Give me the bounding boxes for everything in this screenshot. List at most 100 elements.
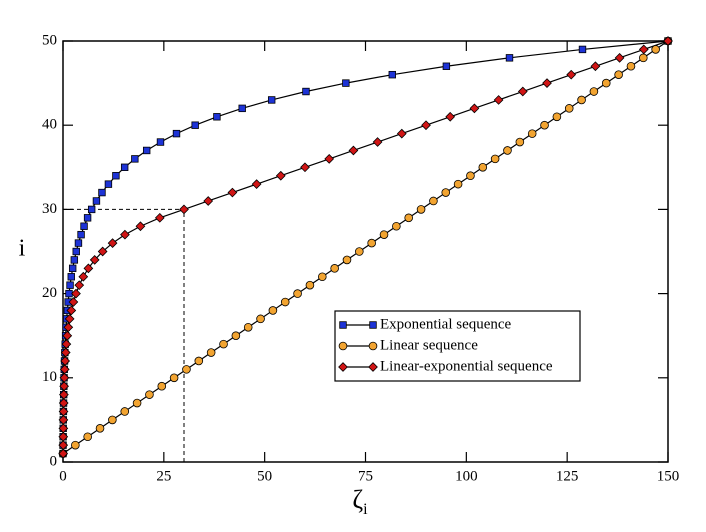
point bbox=[368, 362, 378, 372]
point bbox=[388, 70, 396, 79]
x-tick-label: 0 bbox=[59, 468, 67, 484]
point bbox=[651, 45, 660, 54]
point bbox=[421, 120, 431, 131]
point bbox=[396, 128, 407, 139]
point bbox=[89, 255, 100, 265]
point bbox=[267, 96, 276, 104]
point bbox=[493, 95, 504, 105]
y-tick-label: 40 bbox=[42, 117, 57, 133]
point bbox=[74, 239, 83, 247]
point bbox=[77, 230, 85, 239]
point bbox=[58, 415, 69, 425]
point bbox=[72, 247, 80, 256]
point bbox=[120, 229, 130, 240]
x-tick-label: 150 bbox=[657, 468, 680, 484]
point bbox=[71, 440, 80, 450]
point bbox=[59, 372, 70, 383]
point bbox=[601, 78, 611, 88]
point bbox=[542, 78, 552, 88]
point bbox=[219, 339, 228, 349]
point bbox=[97, 246, 108, 257]
point bbox=[527, 129, 537, 138]
point bbox=[369, 321, 377, 329]
legend-label: Linear sequence bbox=[380, 337, 478, 353]
point bbox=[154, 212, 165, 223]
point bbox=[614, 70, 623, 79]
point bbox=[552, 112, 562, 122]
point bbox=[203, 196, 214, 206]
point bbox=[67, 273, 75, 281]
point bbox=[70, 256, 79, 264]
point bbox=[59, 381, 69, 392]
point bbox=[379, 230, 389, 239]
point bbox=[83, 263, 94, 274]
point bbox=[243, 322, 253, 332]
point bbox=[59, 364, 70, 375]
point bbox=[338, 341, 348, 351]
legend-label: Exponential sequence bbox=[380, 316, 512, 332]
point bbox=[58, 440, 69, 451]
y-tick-label: 0 bbox=[50, 453, 58, 469]
point bbox=[441, 188, 451, 197]
point bbox=[60, 347, 71, 358]
point bbox=[342, 79, 350, 87]
point bbox=[231, 331, 241, 341]
point bbox=[156, 138, 165, 146]
point bbox=[179, 204, 189, 215]
point bbox=[213, 113, 221, 121]
point bbox=[98, 188, 106, 197]
point bbox=[64, 313, 75, 324]
point bbox=[227, 187, 238, 198]
point bbox=[87, 205, 96, 214]
point bbox=[404, 213, 413, 223]
point bbox=[108, 415, 117, 425]
point bbox=[58, 406, 69, 417]
x-tick-label: 100 bbox=[455, 468, 478, 484]
point bbox=[517, 86, 528, 97]
point bbox=[578, 45, 587, 54]
y-axis-label: i bbox=[19, 236, 26, 262]
point bbox=[300, 162, 310, 173]
point bbox=[515, 137, 525, 147]
point bbox=[83, 432, 92, 442]
point bbox=[68, 297, 79, 307]
point bbox=[442, 62, 451, 70]
y-tick-label: 50 bbox=[42, 32, 57, 48]
x-tick-label: 50 bbox=[257, 468, 272, 484]
point bbox=[392, 221, 401, 231]
point bbox=[112, 172, 120, 180]
point bbox=[182, 365, 191, 374]
point bbox=[355, 247, 364, 256]
point bbox=[58, 398, 69, 408]
point bbox=[564, 104, 574, 113]
point bbox=[302, 87, 310, 96]
point bbox=[330, 264, 339, 273]
point bbox=[280, 297, 290, 307]
point bbox=[104, 180, 113, 188]
point bbox=[78, 271, 89, 282]
point bbox=[120, 163, 129, 171]
point bbox=[251, 179, 262, 190]
y-tick-label: 30 bbox=[42, 201, 57, 217]
point bbox=[505, 54, 514, 62]
point bbox=[268, 306, 278, 315]
point bbox=[614, 52, 625, 63]
point bbox=[469, 103, 480, 114]
point bbox=[490, 154, 500, 164]
point bbox=[206, 348, 216, 357]
point bbox=[429, 196, 438, 206]
point bbox=[66, 281, 74, 289]
point bbox=[80, 222, 88, 230]
legend-label: Linear-exponential sequence bbox=[380, 358, 553, 374]
point bbox=[58, 448, 69, 459]
point bbox=[58, 423, 69, 434]
point bbox=[466, 171, 475, 181]
point bbox=[590, 61, 601, 72]
point bbox=[577, 95, 586, 105]
point bbox=[639, 53, 648, 63]
point bbox=[60, 356, 71, 366]
x-axis-label: ζi bbox=[352, 485, 368, 518]
point bbox=[95, 424, 105, 433]
